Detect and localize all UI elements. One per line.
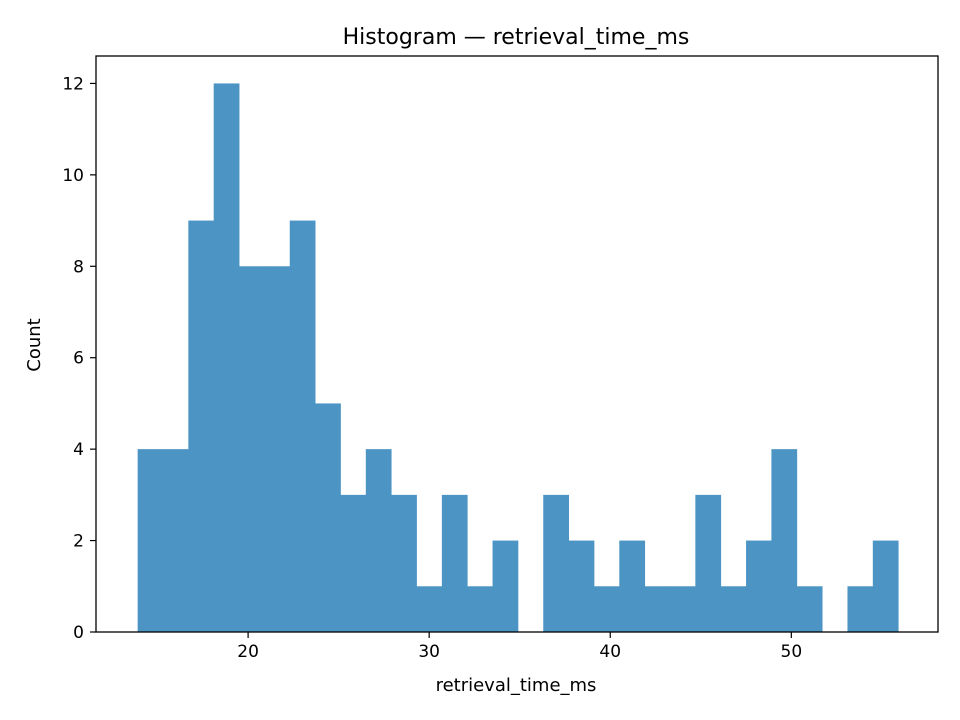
- plot-frame: [95, 55, 939, 633]
- x-tick-label: 30: [418, 642, 440, 662]
- y-tick-label: 0: [73, 623, 84, 643]
- histogram-bar: [847, 586, 874, 632]
- x-tick-label: 50: [781, 642, 803, 662]
- chart-title: Histogram — retrieval_time_ms: [343, 25, 690, 50]
- histogram-bar: [162, 449, 189, 632]
- histogram-bar: [746, 540, 772, 632]
- histogram-bar: [492, 540, 519, 632]
- histogram-bar: [264, 266, 291, 632]
- y-tick-label: 4: [73, 440, 84, 460]
- histogram-bar: [872, 540, 899, 632]
- y-tick-label: 6: [73, 349, 84, 369]
- bars-group: [137, 83, 899, 633]
- histogram-bar: [239, 266, 265, 632]
- histogram-bar: [365, 449, 392, 632]
- histogram-bar: [720, 586, 747, 632]
- histogram-bar: [315, 403, 341, 632]
- histogram-bar: [213, 83, 240, 632]
- y-tick-label: 12: [62, 74, 84, 94]
- histogram-bar: [543, 494, 570, 632]
- histogram-bar: [289, 220, 316, 633]
- y-tick-label: 2: [73, 532, 84, 552]
- y-axis-label: Count: [24, 318, 45, 371]
- y-axis: 0 2 4 6 8 10 12: [62, 74, 96, 643]
- histogram-bar: [137, 449, 164, 632]
- histogram-bar: [467, 586, 493, 632]
- x-axis: 20 30 40 50: [237, 632, 802, 662]
- histogram-bar: [644, 586, 671, 632]
- x-tick-label: 20: [237, 642, 259, 662]
- y-tick-label: 8: [73, 257, 84, 277]
- histogram-bar: [391, 494, 417, 632]
- histogram-bar: [771, 449, 798, 632]
- x-tick-label: 40: [599, 642, 621, 662]
- histogram-bar: [441, 494, 468, 632]
- histogram-bar: [670, 586, 696, 632]
- histogram-bar: [619, 540, 646, 632]
- histogram-bar: [695, 494, 722, 632]
- y-tick-label: 10: [62, 166, 84, 186]
- histogram-bar: [568, 540, 595, 632]
- histogram-bar: [416, 586, 443, 632]
- histogram-bar: [340, 494, 367, 632]
- histogram-bar: [188, 220, 215, 633]
- histogram-bar: [796, 586, 823, 632]
- x-axis-label: retrieval_time_ms: [436, 675, 597, 696]
- histogram-bar: [593, 586, 620, 632]
